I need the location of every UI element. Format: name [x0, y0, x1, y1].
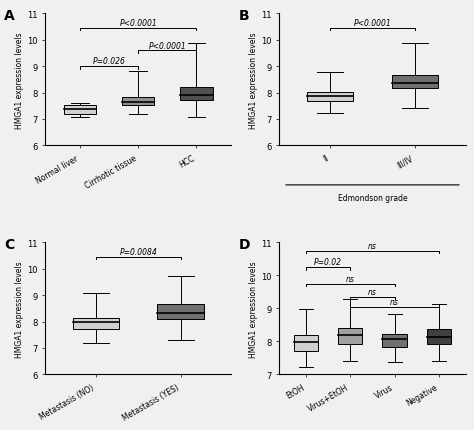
Text: B: B	[238, 9, 249, 23]
Text: P=0.0084: P=0.0084	[119, 248, 157, 257]
Bar	[73, 319, 119, 329]
Text: C: C	[4, 238, 14, 252]
Bar	[307, 93, 354, 102]
Text: ns: ns	[368, 288, 377, 296]
Bar	[181, 88, 212, 101]
Text: P=0.026: P=0.026	[93, 57, 126, 66]
Text: P<0.0001: P<0.0001	[354, 19, 392, 28]
Y-axis label: HMGA1 expression levels: HMGA1 expression levels	[15, 32, 24, 128]
Text: ns: ns	[346, 274, 355, 283]
Text: ns: ns	[368, 241, 377, 250]
Bar	[427, 329, 451, 344]
Bar	[122, 98, 154, 106]
Bar	[294, 336, 318, 351]
Bar	[383, 335, 407, 347]
Y-axis label: HMGA1 expression levels: HMGA1 expression levels	[249, 32, 258, 128]
Text: Edmondson grade: Edmondson grade	[337, 194, 407, 203]
Bar	[157, 305, 204, 320]
Y-axis label: HMGA1 expression levels: HMGA1 expression levels	[15, 261, 24, 357]
Text: A: A	[4, 9, 15, 23]
Text: P<0.0001: P<0.0001	[148, 42, 186, 50]
Text: ns: ns	[390, 297, 399, 306]
Text: D: D	[238, 238, 250, 252]
Bar	[392, 75, 438, 89]
Text: P=0.02: P=0.02	[314, 258, 342, 267]
Bar	[64, 106, 96, 114]
Text: P<0.0001: P<0.0001	[119, 19, 157, 28]
Y-axis label: HMGA1 expression levels: HMGA1 expression levels	[249, 261, 258, 357]
Bar	[338, 328, 363, 344]
